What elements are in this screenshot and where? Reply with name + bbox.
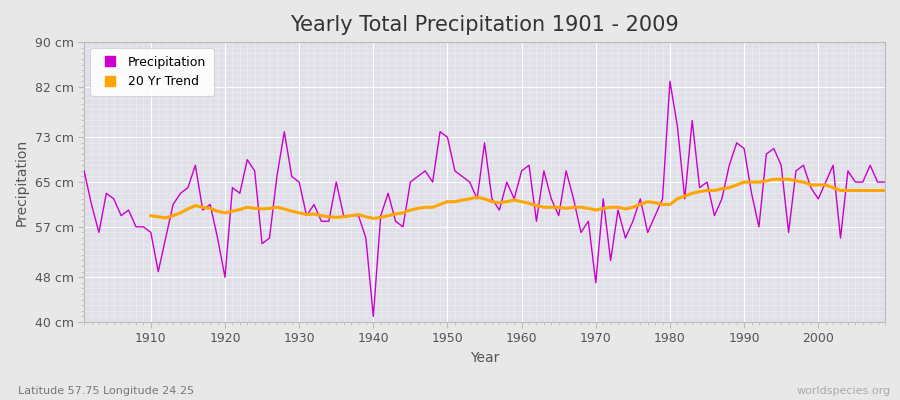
Legend: Precipitation, 20 Yr Trend: Precipitation, 20 Yr Trend — [90, 48, 213, 96]
Y-axis label: Precipitation: Precipitation — [15, 138, 29, 226]
Text: Latitude 57.75 Longitude 24.25: Latitude 57.75 Longitude 24.25 — [18, 386, 194, 396]
Title: Yearly Total Precipitation 1901 - 2009: Yearly Total Precipitation 1901 - 2009 — [290, 15, 679, 35]
X-axis label: Year: Year — [470, 351, 500, 365]
Text: worldspecies.org: worldspecies.org — [796, 386, 891, 396]
